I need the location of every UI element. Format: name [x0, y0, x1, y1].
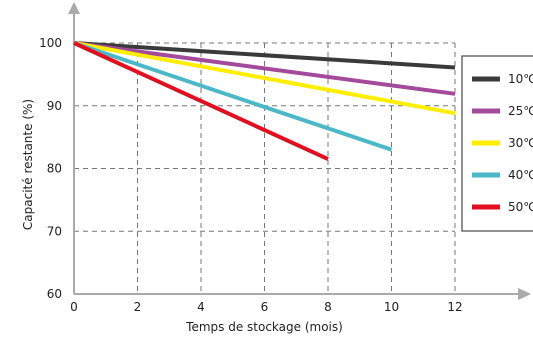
series-line: [73, 41, 456, 116]
y-axis-label: Capacité restante (%): [21, 99, 35, 230]
axes: [68, 2, 531, 300]
legend: 10℃ 25℃ 30℃ 40℃ 50℃: [461, 55, 533, 232]
legend-label: 50℃: [508, 200, 533, 214]
series-line: [73, 41, 456, 70]
x-tick-label: 0: [70, 300, 78, 314]
series-lines: [73, 41, 456, 161]
x-tick-label: 4: [197, 300, 205, 314]
legend-label: 25℃: [508, 104, 533, 118]
y-tick-label: 80: [47, 162, 62, 176]
x-tick-label: 6: [261, 300, 269, 314]
x-tick-label: 10: [384, 300, 399, 314]
y-tick-label: 100: [39, 36, 62, 50]
legend-label: 30℃: [508, 136, 533, 150]
x-axis-label: Temps de stockage (mois): [185, 320, 343, 334]
x-tick-label: 2: [134, 300, 142, 314]
series-line: [73, 41, 393, 152]
x-tick-label: 8: [324, 300, 332, 314]
y-tick-label: 70: [47, 224, 62, 238]
y-tick-label: 90: [47, 99, 62, 113]
legend-label: 40℃: [508, 168, 533, 182]
x-tick-label: 12: [447, 300, 462, 314]
series-line: [73, 41, 456, 96]
series-line: [73, 41, 329, 161]
y-axis-arrow: [68, 2, 80, 14]
x-axis-arrow: [518, 288, 531, 300]
legend-label: 10℃: [508, 72, 533, 86]
tick-labels: 0 2 4 6 8 10 12 60 70 80 90 100: [39, 36, 463, 314]
grid-lines: [74, 42, 456, 294]
y-tick-label: 60: [47, 287, 62, 301]
